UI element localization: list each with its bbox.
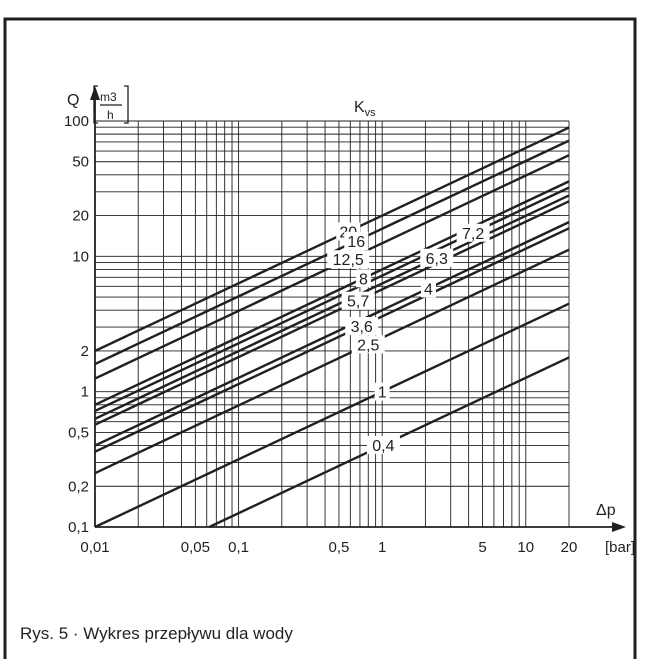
x-tick-label: 0,01 <box>80 539 109 556</box>
series-line-kvs-6-3 <box>95 194 570 420</box>
series-label-bg <box>327 250 370 269</box>
chart-series-labels: 201612,587,26,35,743,62,510,4 <box>327 222 490 455</box>
series-line-kvs-2-5 <box>95 248 570 475</box>
series-label-bg <box>366 435 400 454</box>
x-tick-label: 0,05 <box>181 539 210 556</box>
x-axis-arrow <box>612 522 626 532</box>
series-line-kvs-1 <box>95 302 570 529</box>
series-line-kvs-20 <box>95 126 570 353</box>
x-axis-symbol: Δp <box>596 502 616 519</box>
cropped-heading <box>0 0 646 6</box>
series-label-bg <box>456 223 490 242</box>
series-label-kvs: 5,7 <box>347 294 369 311</box>
y-axis-unit-brackets <box>93 85 129 124</box>
series-label-bg <box>345 317 379 336</box>
y-axis-unit-num: m3 <box>100 90 117 104</box>
x-axis-unit: [bar] <box>605 539 635 556</box>
series-line-kvs-4 <box>95 221 570 447</box>
figure-caption: Rys. 5 · Wykres przepływu dla wody <box>20 624 293 643</box>
series-line-kvs-7-2 <box>95 186 570 413</box>
x-tick-label: 10 <box>517 539 534 556</box>
chart-axes <box>90 86 626 532</box>
series-label-bg <box>344 231 369 250</box>
series-label-kvs: 6,3 <box>426 251 448 268</box>
series-title: Kvs <box>354 99 376 119</box>
series-label-kvs: 1 <box>378 385 387 402</box>
x-tick-label: 5 <box>478 539 486 556</box>
y-tick-label: 50 <box>72 154 89 171</box>
y-tick-label: 2 <box>81 343 89 360</box>
series-label-kvs: 12,5 <box>333 252 364 269</box>
chart-grid <box>94 120 570 528</box>
y-tick-label: 20 <box>72 208 89 225</box>
y-tick-label: 10 <box>72 248 89 265</box>
y-axis-arrow <box>90 86 100 100</box>
series-line-kvs-3-6 <box>95 227 570 453</box>
series-label-kvs: 8 <box>359 271 368 288</box>
y-tick-label: 1 <box>81 384 89 401</box>
series-label-kvs: 3,6 <box>351 319 373 336</box>
series-label-kvs: 4 <box>424 281 433 298</box>
series-label-bg <box>355 269 371 288</box>
figure-border <box>3 17 637 659</box>
x-tick-label: 0,1 <box>228 539 249 556</box>
y-axis-unit-den: h <box>107 108 114 122</box>
series-label-kvs: 7,2 <box>462 226 484 243</box>
y-axis-symbol: Q <box>67 92 79 109</box>
series-line-kvs-8 <box>95 180 570 406</box>
series-label-kvs: 0,4 <box>372 438 394 455</box>
chart-tick-labels: 0,01 0,05 0,1 0,5 1 5 10 20 100 50 20 10 2 1 0,5 0,2 0,1 <box>64 113 577 556</box>
x-tick-label: 0,5 <box>329 539 350 556</box>
y-tick-label: 0,5 <box>68 424 89 441</box>
y-tick-label: 0,1 <box>68 519 89 536</box>
y-tick-label: 100 <box>64 113 89 130</box>
series-label-bg <box>420 279 436 298</box>
y-tick-label: 0,2 <box>68 478 89 495</box>
series-label-bg <box>374 382 390 401</box>
x-tick-label: 20 <box>561 539 578 556</box>
series-line-kvs-5-7 <box>95 200 570 426</box>
series-label-kvs: 2,5 <box>357 337 379 354</box>
x-tick-label: 1 <box>378 539 386 556</box>
series-label-kvs: 16 <box>347 234 365 251</box>
series-label-bg <box>351 335 385 354</box>
series-label-bg <box>420 248 454 267</box>
series-label-bg <box>341 291 375 310</box>
